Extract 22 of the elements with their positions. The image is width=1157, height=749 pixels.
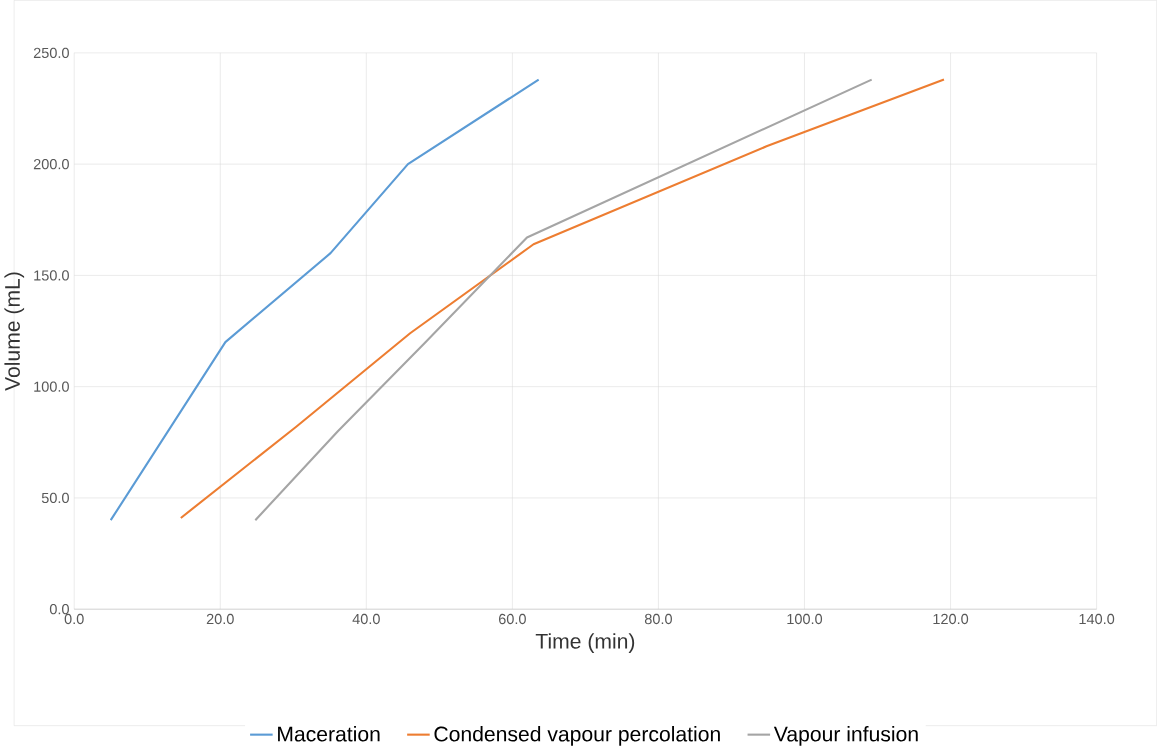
y-axis-title: Volume (mL)	[4, 272, 25, 392]
x-tick-label: 100.0	[787, 614, 823, 625]
legend-label: Vapour infusion	[773, 726, 918, 746]
x-tick-label: 20.0	[206, 614, 234, 625]
legend-label: Maceration	[278, 726, 380, 742]
x-tick-label: 60.0	[498, 614, 526, 625]
y-tick-label: 150.0	[34, 270, 69, 281]
line-series	[109, 78, 540, 522]
x-tick-label: 140.0	[1079, 614, 1115, 625]
x-tick-label: 80.0	[644, 614, 672, 625]
line-series	[179, 78, 946, 520]
y-tick-label: 250.0	[33, 47, 69, 59]
x-tick-label: 0.0	[64, 614, 84, 625]
x-axis-title: Time (min)	[535, 633, 635, 654]
y-tick-label: 100.0	[34, 381, 69, 393]
line-series	[254, 78, 873, 522]
x-tick-label: 120.0	[933, 614, 969, 625]
legend-label: Condensed vapour percolation	[434, 726, 720, 746]
x-tick-label: 40.0	[352, 614, 380, 625]
y-tick-label: 0.0	[49, 604, 69, 615]
y-tick-label: 50.0	[41, 493, 69, 504]
y-tick-label: 200.0	[33, 159, 69, 170]
